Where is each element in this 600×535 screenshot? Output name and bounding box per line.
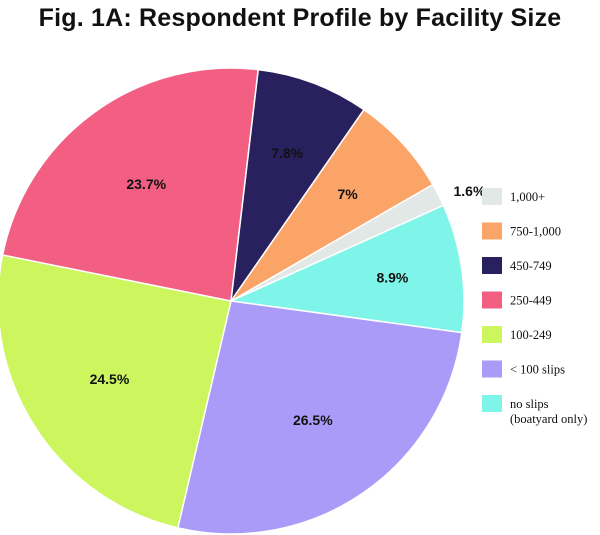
legend-label: 450-749 <box>510 259 552 273</box>
legend-label: 750-1,000 <box>510 225 561 239</box>
slice-label: 7% <box>338 186 359 202</box>
pie-slice-750-1-000 <box>230 108 434 302</box>
pie-slice-450-749 <box>230 68 366 302</box>
legend-label: < 100 slips <box>510 363 565 377</box>
legend-label: 250-449 <box>510 294 552 308</box>
slice-label: 26.5% <box>293 412 333 428</box>
slice-label: 8.9% <box>376 270 408 286</box>
legend-swatch <box>482 291 502 309</box>
slice-label: 23.7% <box>126 176 166 192</box>
legend-swatch <box>482 257 502 274</box>
legend-swatch <box>482 326 502 343</box>
legend-swatch <box>482 188 502 205</box>
slice-label: 24.5% <box>90 371 130 387</box>
slice-label: 7.8% <box>271 145 303 161</box>
slice-labels: 1.6% 8.9% 26.5% 24.5% 23.7% 7.8% 7% <box>90 145 486 428</box>
legend-label: 1,000+ <box>510 190 545 204</box>
legend-label: no slips <box>510 397 549 411</box>
legend-swatch <box>482 360 502 378</box>
legend-swatch <box>482 222 502 240</box>
legend-label: (boatyard only) <box>510 412 587 426</box>
pie-slice-100-slips <box>176 300 463 535</box>
pie-slice-no-slips-boatyard-only <box>228 204 465 334</box>
legend-swatch <box>482 395 502 412</box>
slice-label: 1.6% <box>454 183 486 199</box>
pie-slices <box>0 67 465 535</box>
legend-label: 100-249 <box>510 328 552 342</box>
pie-slice-250-449 <box>1 67 260 302</box>
chart-title: Fig. 1A: Respondent Profile by Facility … <box>38 4 562 32</box>
pie-slice-100-249 <box>0 254 232 529</box>
legend: 1,000+ 750-1,000 450-749 250-449 100-249 < 10… <box>482 188 587 426</box>
